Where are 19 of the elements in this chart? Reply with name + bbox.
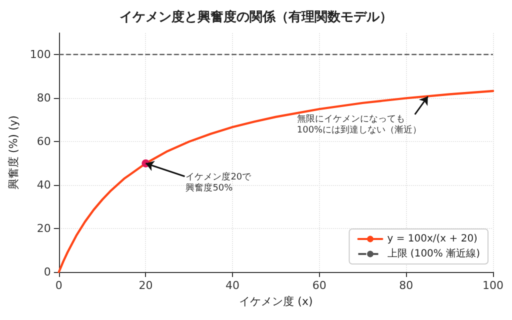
x-tick-label: 80 [399, 279, 414, 292]
y-tick-label: 100 [30, 48, 51, 62]
legend-label: y = 100x/(x + 20) [387, 234, 478, 244]
x-axis-title: イケメン度 (x) [239, 295, 313, 308]
y-axis-title: 興奮度 (%) (y) [7, 115, 20, 190]
annotation: 無限にイケメンになっても100%には到達しない（漸近） [296, 113, 422, 136]
y-tick-label: 80 [36, 92, 51, 105]
x-tick-label: 20 [138, 279, 153, 292]
legend-label: 上限 (100% 漸近線) [387, 248, 480, 260]
x-tick-label: 60 [312, 279, 326, 292]
y-tick-label: 60 [36, 135, 51, 148]
x-tick-label: 100 [482, 279, 504, 292]
chart-title: イケメン度と興奮度の関係（有理関数モデル） [120, 9, 392, 25]
x-tick-label: 0 [55, 279, 62, 292]
y-tick-label: 0 [44, 266, 51, 278]
x-tick-label: 40 [226, 279, 240, 292]
annotation: イケメン度20で興奮度50% [186, 171, 252, 194]
y-tick-label: 40 [36, 178, 51, 192]
y-tick-label: 20 [36, 222, 51, 236]
